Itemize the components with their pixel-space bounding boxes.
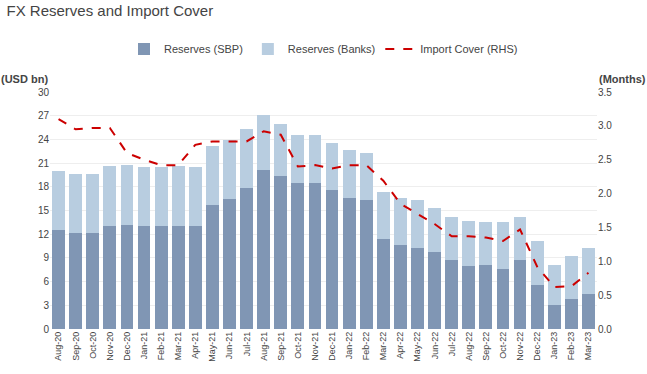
svg-text:24: 24 xyxy=(38,134,50,145)
svg-text:3: 3 xyxy=(43,300,49,311)
svg-text:Import Cover (RHS): Import Cover (RHS) xyxy=(420,43,517,55)
svg-text:0.0: 0.0 xyxy=(598,324,612,335)
svg-text:2.5: 2.5 xyxy=(598,154,612,165)
svg-text:Jun-21: Jun-21 xyxy=(224,332,234,360)
svg-text:3.5: 3.5 xyxy=(598,87,612,98)
svg-text:1.0: 1.0 xyxy=(598,256,612,267)
svg-text:Jan-23: Jan-23 xyxy=(549,332,559,360)
svg-text:Apr-21: Apr-21 xyxy=(190,332,200,359)
svg-text:Aug-22: Aug-22 xyxy=(464,332,474,361)
svg-text:Aug-20: Aug-20 xyxy=(53,332,63,361)
svg-text:Oct-20: Oct-20 xyxy=(88,332,98,359)
svg-text:Feb-22: Feb-22 xyxy=(361,332,371,361)
svg-text:Reserves (Banks): Reserves (Banks) xyxy=(288,43,375,55)
svg-text:12: 12 xyxy=(38,229,50,240)
svg-text:Apr-22: Apr-22 xyxy=(395,332,405,359)
svg-text:Feb-21: Feb-21 xyxy=(156,332,166,361)
svg-text:Nov-21: Nov-21 xyxy=(310,332,320,361)
svg-text:FX Reserves and Import Cover: FX Reserves and Import Cover xyxy=(6,2,213,19)
svg-text:21: 21 xyxy=(38,158,50,169)
svg-text:(USD bn): (USD bn) xyxy=(1,73,48,85)
svg-text:0: 0 xyxy=(43,324,49,335)
svg-text:0.5: 0.5 xyxy=(598,290,612,301)
svg-text:6: 6 xyxy=(43,276,49,287)
svg-text:Reserves (SBP): Reserves (SBP) xyxy=(164,43,243,55)
svg-text:Aug-21: Aug-21 xyxy=(259,332,269,361)
svg-text:Mar-23: Mar-23 xyxy=(583,332,593,361)
svg-text:3.0: 3.0 xyxy=(598,120,612,131)
svg-text:Dec-20: Dec-20 xyxy=(122,332,132,361)
svg-text:Jul-22: Jul-22 xyxy=(447,332,457,357)
svg-text:2.0: 2.0 xyxy=(598,188,612,199)
svg-text:Sep-20: Sep-20 xyxy=(71,332,81,361)
svg-text:Mar-22: Mar-22 xyxy=(378,332,388,361)
svg-text:Jan-22: Jan-22 xyxy=(344,332,354,360)
svg-text:Dec-21: Dec-21 xyxy=(327,332,337,361)
svg-text:Oct-21: Oct-21 xyxy=(293,332,303,359)
svg-text:Feb-23: Feb-23 xyxy=(566,332,576,361)
svg-text:Oct-22: Oct-22 xyxy=(498,332,508,359)
svg-text:Dec-22: Dec-22 xyxy=(532,332,542,361)
svg-text:Nov-20: Nov-20 xyxy=(105,332,115,361)
svg-text:1.5: 1.5 xyxy=(598,222,612,233)
svg-text:Jul-21: Jul-21 xyxy=(242,332,252,357)
svg-text:18: 18 xyxy=(38,181,50,192)
svg-text:May-21: May-21 xyxy=(207,332,217,362)
svg-text:27: 27 xyxy=(38,110,50,121)
svg-text:Sep-22: Sep-22 xyxy=(481,332,491,361)
svg-text:9: 9 xyxy=(43,252,49,263)
svg-text:15: 15 xyxy=(38,205,50,216)
svg-text:Sep-21: Sep-21 xyxy=(276,332,286,361)
svg-text:Mar-21: Mar-21 xyxy=(173,332,183,361)
svg-text:Jun-22: Jun-22 xyxy=(430,332,440,360)
svg-text:30: 30 xyxy=(38,87,50,98)
svg-text:Nov-22: Nov-22 xyxy=(515,332,525,361)
svg-text:May-22: May-22 xyxy=(412,332,422,362)
svg-text:Jan-21: Jan-21 xyxy=(139,332,149,360)
svg-text:(Months): (Months) xyxy=(599,73,646,85)
